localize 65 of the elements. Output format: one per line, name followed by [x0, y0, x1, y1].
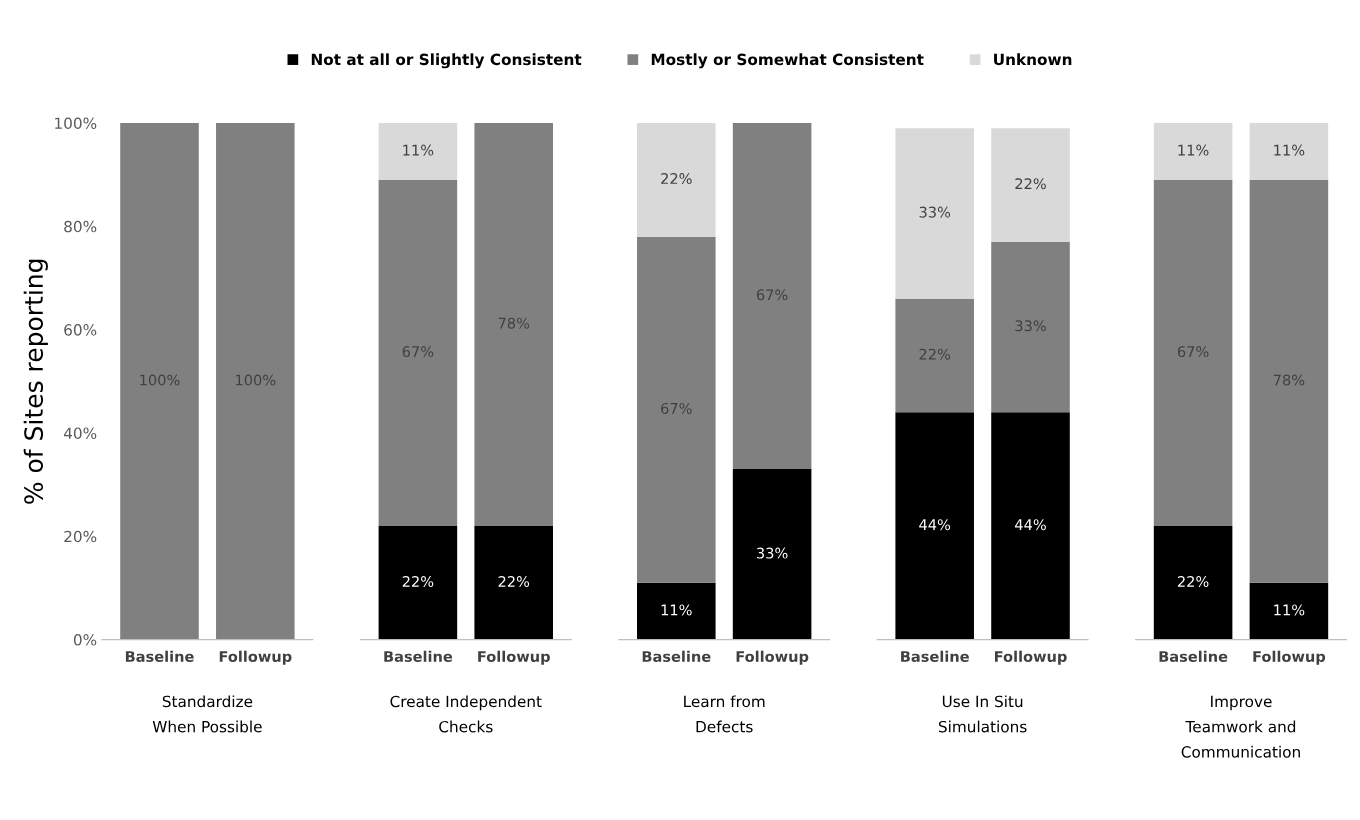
data-label: 11%: [1178, 144, 1209, 156]
data-label: 100%: [140, 374, 180, 386]
data-label: 78%: [498, 317, 530, 329]
bar: [895, 298, 974, 413]
y-tick-label: 100%: [55, 117, 97, 130]
bar: [1249, 582, 1329, 640]
data-label: 22%: [1177, 575, 1209, 588]
bar: [637, 123, 716, 237]
bar: [991, 412, 1070, 640]
x-axis-title: Use In Situ Simulations: [938, 695, 1027, 733]
bar: [895, 128, 974, 299]
x-tick-label: Baseline: [901, 650, 969, 662]
bar: [1249, 123, 1329, 180]
data-label: 78%: [1273, 374, 1305, 386]
data-label: 22%: [661, 173, 692, 185]
x-tick-label: Baseline: [125, 650, 194, 662]
x-axis-title: Improve Teamwork and Communication: [1181, 695, 1300, 758]
x-tick-label: Followup: [478, 650, 550, 665]
data-label: 67%: [402, 346, 434, 358]
y-tick-label: 40%: [63, 427, 97, 439]
data-label: 67%: [756, 289, 788, 301]
x-tick-label: Followup: [1253, 650, 1326, 665]
data-label: 22%: [919, 348, 951, 360]
data-label: 33%: [1015, 320, 1046, 332]
data-label: 33%: [919, 206, 951, 218]
x-axis-title: Standardize When Possible: [152, 695, 262, 733]
y-tick-label: 0%: [73, 634, 97, 646]
data-label: 11%: [1274, 144, 1305, 156]
bar: [991, 241, 1070, 413]
y-axis-title: % of Sites reporting: [23, 259, 48, 504]
data-label: 33%: [757, 547, 788, 559]
bar: [637, 236, 716, 583]
y-tick-label: 80%: [64, 220, 97, 233]
bar: [1153, 179, 1233, 526]
y-tick-label: 20%: [64, 530, 97, 543]
x-tick-label: Baseline: [642, 650, 711, 662]
data-label: 11%: [1274, 604, 1305, 616]
x-tick-label: Baseline: [384, 650, 453, 662]
data-label: 22%: [1015, 178, 1046, 190]
bar: [732, 469, 812, 640]
data-label: 44%: [1015, 519, 1046, 531]
data-label: 44%: [919, 519, 951, 531]
bar: [1153, 525, 1233, 640]
data-label: 100%: [236, 374, 276, 386]
data-label: 11%: [661, 604, 692, 616]
data-label: 67%: [1177, 346, 1209, 358]
bar: [1153, 123, 1233, 180]
legend-label: Not at all or Slightly Consistent: [311, 53, 582, 69]
x-tick-label: Followup: [994, 650, 1067, 665]
bar: [732, 123, 812, 470]
y-tick-label: 60%: [64, 324, 97, 336]
x-tick-label: Followup: [736, 650, 809, 665]
bar: [637, 582, 716, 640]
x-tick-label: Baseline: [1159, 650, 1228, 662]
bar: [991, 128, 1070, 242]
x-axis-title: Create Independent Checks: [390, 695, 542, 733]
legend-label: Unknown: [994, 53, 1072, 66]
data-label: 22%: [402, 575, 434, 588]
data-label: 11%: [403, 144, 434, 156]
x-tick-label: Followup: [219, 650, 292, 665]
data-label: 67%: [661, 402, 692, 414]
x-axis-title: Learn from Defects: [684, 695, 765, 733]
data-label: 22%: [498, 575, 530, 588]
legend-label: Mostly or Somewhat Consistent: [651, 53, 924, 69]
bar: [895, 412, 974, 640]
